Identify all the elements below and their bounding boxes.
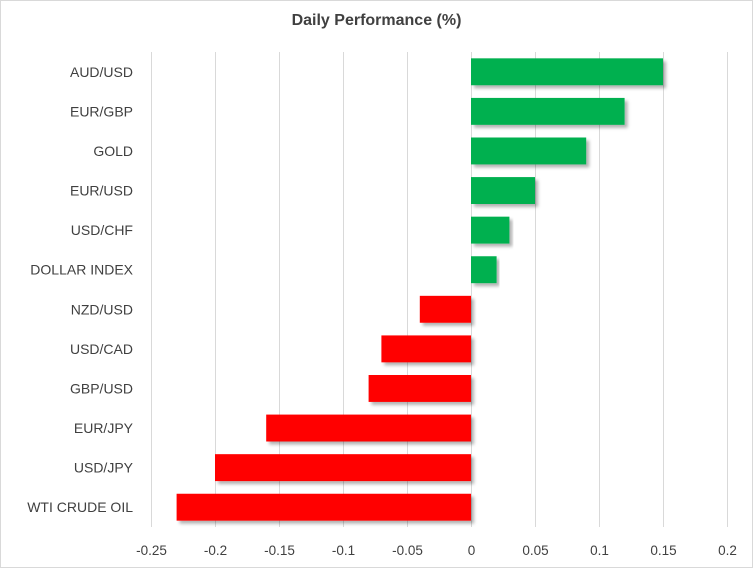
bar-eur-jpy [266, 414, 471, 442]
category-label: USD/CAD [70, 341, 133, 357]
category-label: NZD/USD [71, 301, 133, 317]
bar-usd-cad [381, 335, 471, 363]
bar-gold [471, 137, 587, 165]
category-label: AUD/USD [70, 64, 133, 80]
category-labels: AUD/USD EUR/GBP GOLD EUR/USD USD/CHF DOLLAR I… [27, 64, 133, 515]
bar-eur-usd [471, 177, 535, 204]
x-tick-label: 0.2 [718, 543, 737, 558]
bar-gbp-usd [368, 375, 471, 402]
category-label: EUR/GBP [70, 103, 133, 119]
x-tick-label: -0.15 [264, 543, 295, 558]
x-tick-label: 0.15 [650, 543, 676, 558]
x-tick-label: -0.1 [332, 543, 355, 558]
x-tick-label: -0.25 [136, 543, 167, 558]
category-label: DOLLAR INDEX [30, 262, 133, 278]
bar-usd-chf [471, 216, 510, 244]
bar-dollar-index [471, 256, 497, 284]
bar-aud-usd [471, 58, 663, 86]
category-label: USD/CHF [71, 222, 133, 238]
x-tick-label: 0 [468, 543, 476, 558]
category-label: GOLD [93, 143, 133, 159]
bars [176, 58, 663, 521]
x-tick-label: -0.05 [392, 543, 423, 558]
category-label: EUR/JPY [74, 420, 134, 436]
x-tick-label: -0.2 [204, 543, 227, 558]
bar-eur-gbp [471, 97, 625, 125]
bar-wti-crude-oil [176, 493, 471, 521]
chart-title: Daily Performance (%) [291, 12, 462, 29]
x-tick-label: 0.05 [522, 543, 548, 558]
x-tick-labels: -0.25 -0.2 -0.15 -0.1 -0.05 0 0.05 0.1 0.15 0.2 [136, 543, 737, 558]
category-label: USD/JPY [74, 460, 134, 476]
bar-usd-jpy [215, 454, 471, 482]
category-label: GBP/USD [70, 380, 133, 396]
category-label: EUR/USD [70, 183, 133, 199]
x-tick-label: 0.1 [590, 543, 609, 558]
category-label: WTI CRUDE OIL [27, 499, 133, 515]
bar-nzd-usd [419, 295, 471, 323]
gridlines [151, 52, 728, 527]
